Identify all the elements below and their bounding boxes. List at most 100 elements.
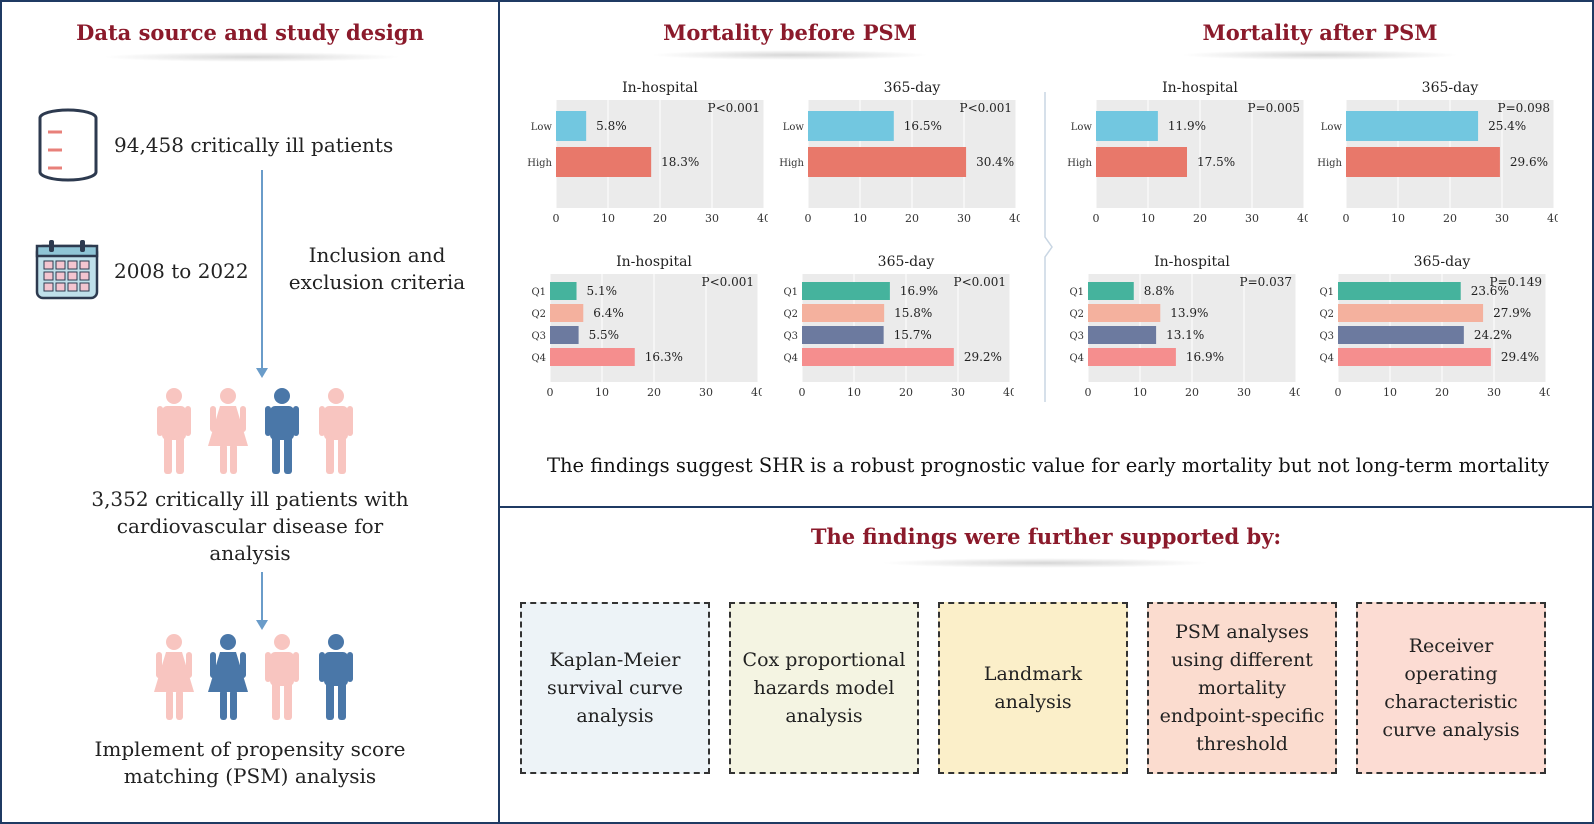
bar-high [808, 147, 967, 177]
x-tick-label: 0 [547, 386, 554, 399]
bar-q2 [1088, 304, 1161, 322]
x-tick-label: 20 [905, 212, 919, 225]
x-tick-label: 10 [1383, 386, 1397, 399]
title-shadow [102, 52, 402, 62]
p-value-label: P<0.001 [960, 101, 1012, 115]
x-tick-label: 40 [751, 386, 762, 399]
x-tick-label: 0 [1343, 212, 1350, 225]
flow-arrow-1 [261, 170, 263, 370]
bar-high [1346, 147, 1500, 177]
x-tick-label: 20 [653, 212, 667, 225]
x-tick-label: 0 [553, 212, 560, 225]
data-label: 15.8% [894, 306, 932, 320]
chart-title: 365-day [1414, 254, 1471, 270]
x-tick-label: 10 [595, 386, 609, 399]
category-label: Q2 [531, 309, 546, 320]
p-value-label: P=0.037 [1240, 275, 1292, 289]
bar-q1 [1088, 282, 1134, 300]
bar-low [1346, 111, 1479, 141]
x-tick-label: 0 [805, 212, 812, 225]
data-label: 5.8% [596, 119, 627, 133]
category-label: Low [783, 122, 805, 133]
bar-chart-5: In-hospital 0 10 20 30 40 P<0.001 Q1 5.1% Q2 6.4% Q… [531, 254, 762, 399]
flow-arrow-1-head [256, 368, 268, 378]
x-tick-label: 10 [601, 212, 615, 225]
calendar-icon [35, 240, 99, 300]
mortality-panel: Mortality before PSM Mortality after PSM… [498, 0, 1594, 508]
category-label: Q3 [783, 331, 798, 342]
method-cox: Cox proportional hazards model analysis [729, 602, 919, 774]
x-tick-label: 20 [1443, 212, 1457, 225]
x-tick-label: 30 [699, 386, 713, 399]
category-label: Q2 [783, 309, 798, 320]
data-label: 27.9% [1493, 306, 1531, 320]
years-text: 2008 to 2022 [114, 259, 249, 283]
category-label: Q1 [783, 287, 798, 298]
x-tick-label: 20 [1435, 386, 1449, 399]
category-label: Q2 [1069, 309, 1084, 320]
bar-chart-3: In-hospital 0 10 20 30 40 P=0.005 Low 11.9% High 1… [1067, 80, 1308, 225]
mortality-after-title: Mortality after PSM [1202, 20, 1438, 45]
bar-q1 [802, 282, 890, 300]
p-value-label: P<0.001 [954, 275, 1006, 289]
category-label: High [1317, 158, 1342, 169]
p-value-label: P=0.149 [1490, 275, 1542, 289]
x-tick-label: 0 [1335, 386, 1342, 399]
data-label: 13.1% [1166, 328, 1204, 342]
bar-low [556, 111, 587, 141]
psm-text-line2: matching (PSM) analysis [123, 764, 377, 788]
bar-low [1096, 111, 1158, 141]
x-tick-label: 30 [1487, 386, 1501, 399]
data-label: 15.7% [894, 328, 932, 342]
x-tick-label: 20 [1185, 386, 1199, 399]
category-label: Q1 [531, 287, 546, 298]
bar-chart-2: 365-day 0 10 20 30 40 P<0.001 Low 16.5% High 30.4% [779, 80, 1020, 225]
title-shadow [880, 558, 1210, 568]
psm-text-line1: Implement of propensity score [94, 737, 406, 761]
data-label: 8.8% [1144, 284, 1175, 298]
bar-q3 [550, 326, 579, 344]
study-design-panel: Data source and study design 94,458 crit… [0, 0, 500, 824]
p-value-label: P=0.005 [1248, 101, 1300, 115]
x-tick-label: 30 [705, 212, 719, 225]
category-label: Q4 [531, 353, 546, 364]
category-label: Q3 [1319, 331, 1334, 342]
data-label: 16.9% [1186, 350, 1224, 364]
bar-q1 [550, 282, 577, 300]
cohort-text-line2: cardiovascular disease for [116, 514, 384, 538]
flow-arrow-2-head [256, 620, 268, 630]
x-tick-label: 0 [799, 386, 806, 399]
supporting-analyses-panel: The findings were further supported by: … [498, 506, 1594, 824]
category-label: Low [531, 122, 553, 133]
category-label: Q1 [1319, 287, 1334, 298]
bar-chart-7: In-hospital 0 10 20 30 40 P=0.037 Q1 8.8% Q2 13.9%… [1069, 254, 1300, 399]
x-tick-label: 40 [1003, 386, 1014, 399]
title-shadow [1180, 50, 1460, 60]
data-label: 5.5% [589, 328, 620, 342]
x-tick-label: 40 [1297, 212, 1308, 225]
data-label: 29.6% [1510, 155, 1548, 169]
data-label: 5.1% [587, 284, 618, 298]
x-tick-label: 30 [1495, 212, 1509, 225]
conclusion-text: The findings suggest SHR is a robust pro… [546, 454, 1549, 477]
data-label: 25.4% [1488, 119, 1526, 133]
data-label: 6.4% [593, 306, 624, 320]
x-tick-label: 20 [1193, 212, 1207, 225]
bar-low [808, 111, 894, 141]
method-landmark: Landmark analysis [938, 602, 1128, 774]
x-tick-label: 30 [1245, 212, 1259, 225]
matched-group-icon [154, 634, 353, 720]
x-tick-label: 30 [951, 386, 965, 399]
p-value-label: P<0.001 [708, 101, 760, 115]
data-label: 18.3% [661, 155, 699, 169]
bar-chart-8: 365-day 0 10 20 30 40 P=0.149 Q1 23.6% Q2 27.9% Q3 2… [1319, 254, 1550, 399]
category-label: Q4 [1069, 353, 1084, 364]
bar-q4 [1088, 348, 1176, 366]
data-label: 24.2% [1474, 328, 1512, 342]
p-value-label: P<0.001 [702, 275, 754, 289]
data-label: 17.5% [1197, 155, 1235, 169]
data-label: 29.2% [964, 350, 1002, 364]
bar-q2 [802, 304, 885, 322]
category-label: Q3 [1069, 331, 1084, 342]
bar-chart-1: In-hospital 0 10 20 30 40 P<0.001 Low 5.8% High 18… [527, 80, 768, 225]
